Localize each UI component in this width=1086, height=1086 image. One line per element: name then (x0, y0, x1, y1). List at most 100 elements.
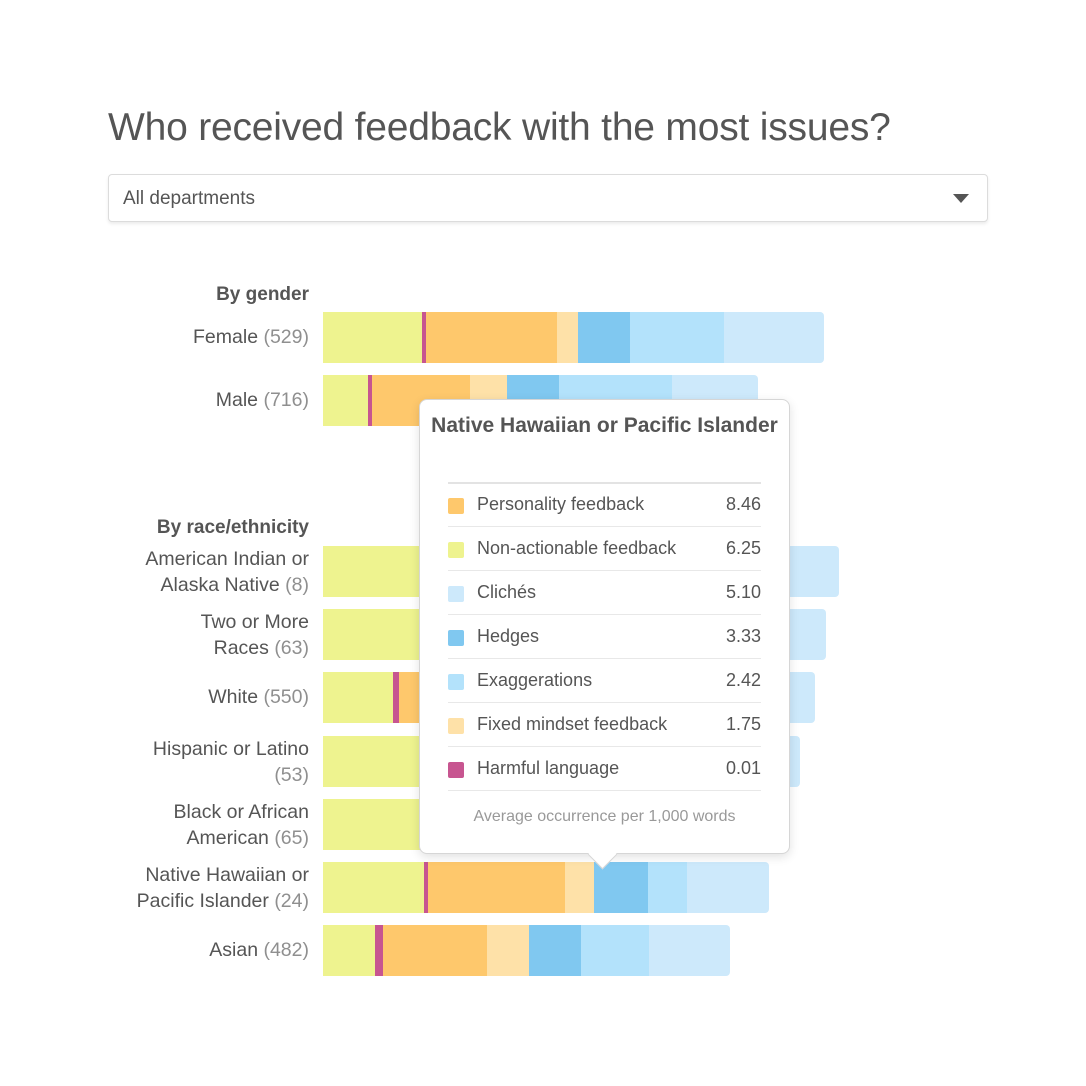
row-label-text: White (208, 686, 259, 708)
row-label-text: Male (215, 389, 259, 411)
row-label-text: Asian (209, 939, 259, 961)
bar-segment-personality-feedback[interactable] (425, 312, 558, 363)
bar-segment-harmful-language[interactable] (374, 925, 383, 976)
tooltip-item-label: Non-actionable feedback (477, 538, 677, 558)
tooltip-item-label: Exaggerations (477, 670, 593, 690)
chart-tooltip: Native Hawaiian or Pacific Islander Pers… (419, 399, 790, 870)
row-label-line-1: Black or African (173, 801, 309, 823)
tooltip-item: Personality feedback 8.46 (448, 483, 761, 527)
tooltip-item-value: 3.33 (725, 626, 761, 646)
legend-swatch (448, 586, 464, 602)
row-label-line-1: Two or More (200, 611, 309, 633)
bar-segment-hedges[interactable] (593, 862, 648, 913)
bar-row[interactable] (323, 312, 825, 363)
row-count: (63) (274, 637, 309, 659)
tooltip-item-value: 6.25 (725, 538, 761, 558)
row-label-line-2: Races (213, 637, 275, 659)
tooltip-footnote: Average occurrence per 1,000 words (473, 808, 736, 825)
row-count: (53) (274, 764, 309, 786)
tooltip-item-label: Fixed mindset feedback (477, 714, 668, 734)
row-label: Black or African American (65) (49, 799, 309, 851)
bar-segment-non-actionable-feedback[interactable] (323, 312, 422, 363)
bar-segment-harmful-language[interactable] (392, 672, 400, 723)
tooltip-item: Fixed mindset feedback 1.75 (448, 703, 761, 747)
bar-row[interactable] (323, 925, 730, 976)
tooltip-row-divider (448, 570, 761, 571)
row-label-line-2: American (186, 827, 275, 849)
bar-segment-harmful-language[interactable] (421, 312, 426, 363)
row-label: American Indian or Alaska Native (8) (49, 546, 309, 598)
row-count: (529) (263, 326, 309, 348)
tooltip-item-value: 1.75 (725, 714, 761, 734)
row-label-line-1: Native Hawaiian or (145, 864, 309, 886)
row-label: Asian (482) (49, 937, 309, 963)
legend-swatch (448, 718, 464, 734)
department-dropdown[interactable]: All departments (108, 174, 988, 222)
row-label-line-1: Hispanic or Latino (152, 738, 309, 760)
bar-segment-non-actionable-feedback[interactable] (323, 862, 425, 913)
row-count: (550) (263, 686, 309, 708)
tooltip-item-value: 2.42 (725, 670, 761, 690)
tooltip-item: Harmful language 0.01 (448, 747, 761, 791)
bar-segment-non-actionable-feedback[interactable] (323, 672, 393, 723)
tooltip-item: Exaggerations 2.42 (448, 659, 761, 703)
row-label-line-2: Alaska Native (160, 574, 286, 596)
tooltip-item: Non-actionable feedback 6.25 (448, 527, 761, 571)
tooltip-item-value: 8.46 (725, 494, 761, 514)
bar-segment-exaggerations[interactable] (647, 862, 687, 913)
row-label-line-1: American Indian or (145, 548, 309, 570)
bar-segment-hedges[interactable] (578, 312, 630, 363)
bar-segment-clich-s[interactable] (723, 312, 825, 363)
row-label-text: Female (193, 326, 259, 348)
bar-segment-clich-s[interactable] (648, 925, 730, 976)
legend-swatch (448, 498, 464, 514)
bar-segment-non-actionable-feedback[interactable] (323, 799, 421, 850)
bar-segment-non-actionable-feedback[interactable] (323, 609, 421, 660)
legend-swatch (448, 630, 464, 646)
row-label: Native Hawaiian or Pacific Islander (24) (49, 862, 309, 914)
tooltip-title: Native Hawaiian or Pacific Islander (431, 414, 778, 437)
bar-segment-non-actionable-feedback[interactable] (323, 925, 375, 976)
row-count: (482) (263, 939, 309, 961)
legend-swatch (448, 674, 464, 690)
section-heading: By gender (216, 284, 309, 305)
tooltip-row-divider (448, 702, 761, 703)
tooltip-divider (448, 482, 761, 484)
bar-segment-personality-feedback[interactable] (428, 862, 566, 913)
bar-segment-harmful-language[interactable] (424, 862, 429, 913)
bar-row[interactable] (323, 862, 770, 913)
row-count: (8) (285, 574, 309, 596)
bar-segment-fixed-mindset-feedback[interactable] (486, 925, 529, 976)
bar-segment-non-actionable-feedback[interactable] (323, 546, 421, 597)
page-title: Who received feedback with the most issu… (108, 106, 891, 149)
row-label: Male (716) (49, 387, 309, 413)
tooltip-item-value: 5.10 (725, 582, 761, 602)
bar-segment-exaggerations[interactable] (580, 925, 649, 976)
bar-segment-fixed-mindset-feedback[interactable] (565, 862, 594, 913)
bar-segment-personality-feedback[interactable] (382, 925, 487, 976)
tooltip-row-divider (448, 746, 761, 747)
row-label: Two or More Races (63) (49, 609, 309, 661)
bar-segment-fixed-mindset-feedback[interactable] (557, 312, 579, 363)
legend-swatch (448, 542, 464, 558)
bar-segment-clich-s[interactable] (686, 862, 770, 913)
bar-segment-non-actionable-feedback[interactable] (323, 375, 369, 426)
dropdown-selected-value: All departments (123, 188, 256, 209)
tooltip-item-label: Clichés (477, 582, 537, 602)
caret-down-icon[interactable] (953, 194, 969, 203)
tooltip-row-divider (448, 614, 761, 615)
legend-swatch (448, 762, 464, 778)
bar-segment-hedges[interactable] (528, 925, 581, 976)
tooltip-row-divider (448, 790, 761, 791)
tooltip-item: Clichés 5.10 (448, 571, 761, 615)
row-count: (716) (263, 389, 309, 411)
tooltip-item-label: Personality feedback (477, 494, 645, 514)
row-count: (24) (274, 890, 309, 912)
tooltip-item-label: Hedges (477, 626, 540, 646)
bar-segment-exaggerations[interactable] (629, 312, 724, 363)
bar-segment-harmful-language[interactable] (368, 375, 373, 426)
bar-segment-non-actionable-feedback[interactable] (323, 736, 421, 787)
tooltip-item-value: 0.01 (725, 758, 761, 778)
row-label: Female (529) (49, 324, 309, 350)
row-count: (65) (274, 827, 309, 849)
